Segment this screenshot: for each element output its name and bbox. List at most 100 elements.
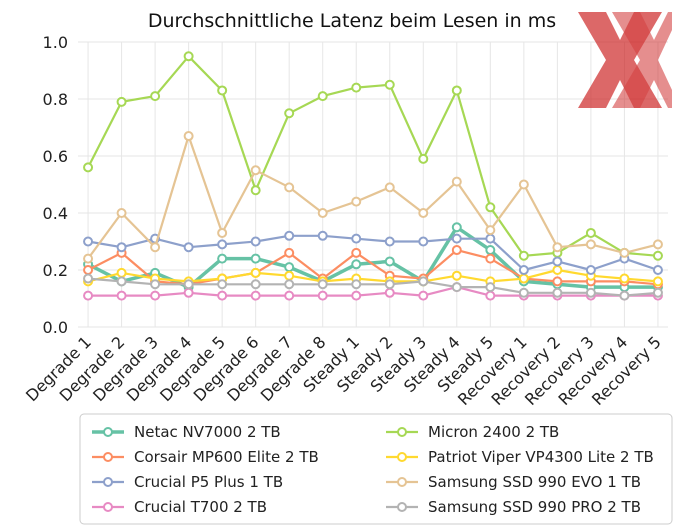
data-point [485, 290, 496, 301]
data-point [619, 247, 630, 258]
xx-logo-icon [578, 12, 672, 108]
data-point [451, 282, 462, 293]
data-point [518, 265, 529, 275]
data-point [183, 51, 194, 62]
data-point [250, 253, 261, 264]
data-point [518, 179, 529, 190]
legend-box [79, 413, 673, 525]
series-line [88, 286, 658, 297]
data-point [116, 96, 127, 107]
series-layer [83, 51, 663, 301]
legend-label: Netac NV7000 2 TB [134, 423, 281, 441]
data-point [451, 270, 462, 281]
data-point [418, 290, 429, 301]
y-tick-label: 0.4 [43, 204, 68, 223]
data-point [418, 208, 429, 218]
series-line [87, 268, 658, 283]
data-point [384, 182, 395, 193]
data-point [217, 227, 228, 238]
data-point [351, 247, 362, 258]
data-point [284, 270, 295, 281]
data-point [83, 236, 94, 247]
data-point [284, 230, 295, 241]
data-point [451, 85, 462, 96]
data-point [116, 208, 127, 218]
data-point [83, 162, 94, 173]
series-line [87, 234, 659, 272]
series-5 [83, 131, 663, 264]
legend-label: Patriot Viper VP4300 Lite 2 TB [428, 448, 654, 466]
legend-label: Crucial T700 2 TB [134, 498, 267, 516]
legend-marker [103, 452, 113, 462]
legend-item: Micron 2400 2 TB [386, 423, 559, 441]
y-tick-label: 0.8 [43, 90, 68, 109]
data-point [317, 208, 328, 218]
data-point [351, 82, 362, 93]
data-point [652, 239, 663, 250]
series-7 [83, 273, 663, 301]
data-point [485, 225, 496, 236]
data-point [183, 287, 194, 298]
data-point [317, 279, 328, 290]
series-2 [83, 245, 663, 290]
legend-marker [103, 427, 113, 437]
legend-marker [397, 502, 407, 512]
data-point [116, 276, 127, 287]
series-line [87, 134, 659, 260]
data-point [351, 233, 362, 244]
legend-item: Corsair MP600 Elite 2 TB [92, 448, 319, 466]
legend-label: Crucial P5 Plus 1 TB [134, 473, 283, 491]
data-point [652, 276, 663, 287]
chart-title: Durchschnittliche Latenz beim Lesen in m… [148, 10, 556, 32]
data-point [217, 290, 228, 301]
legend-marker [103, 477, 113, 487]
data-point [250, 165, 261, 176]
data-point [284, 108, 295, 119]
series-line [87, 55, 658, 257]
data-point [116, 267, 127, 278]
data-point [150, 242, 161, 253]
data-point [485, 202, 496, 213]
legend-item: Crucial P5 Plus 1 TB [92, 473, 283, 491]
data-point [518, 250, 529, 261]
data-point [83, 265, 94, 275]
legend-marker [397, 427, 407, 437]
legend-label: Samsung SSD 990 PRO 2 TB [428, 498, 641, 516]
data-point [451, 245, 462, 256]
data-point [485, 253, 496, 264]
data-point [284, 262, 295, 273]
data-point [116, 290, 127, 301]
data-point [585, 287, 596, 298]
data-point [284, 182, 295, 193]
data-point [552, 242, 563, 253]
data-point [518, 287, 529, 298]
data-point [351, 290, 362, 301]
data-point [384, 236, 395, 247]
data-point [585, 227, 596, 238]
data-point [351, 259, 362, 270]
data-point [150, 290, 161, 301]
data-point [451, 222, 462, 233]
data-point [652, 287, 663, 298]
legend-item: Netac NV7000 2 TB [92, 423, 281, 441]
y-tick-label: 0.6 [43, 147, 68, 166]
data-point [150, 91, 161, 102]
legend-item: Samsung SSD 990 EVO 1 TB [386, 473, 641, 491]
data-point [250, 279, 261, 290]
data-point [217, 279, 228, 290]
data-point [384, 79, 395, 90]
legend-item: Patriot Viper VP4300 Lite 2 TB [386, 448, 654, 466]
data-point [83, 290, 94, 301]
data-point [317, 230, 328, 241]
data-point [619, 290, 630, 301]
data-point [652, 250, 663, 261]
data-point [284, 279, 295, 290]
legend-label: Corsair MP600 Elite 2 TB [134, 448, 319, 466]
data-point [217, 85, 228, 96]
data-point [317, 91, 328, 102]
legend: Netac NV7000 2 TB Micron 2400 2 TB Corsair… [79, 413, 673, 525]
data-point [485, 233, 496, 244]
data-point [250, 236, 261, 247]
